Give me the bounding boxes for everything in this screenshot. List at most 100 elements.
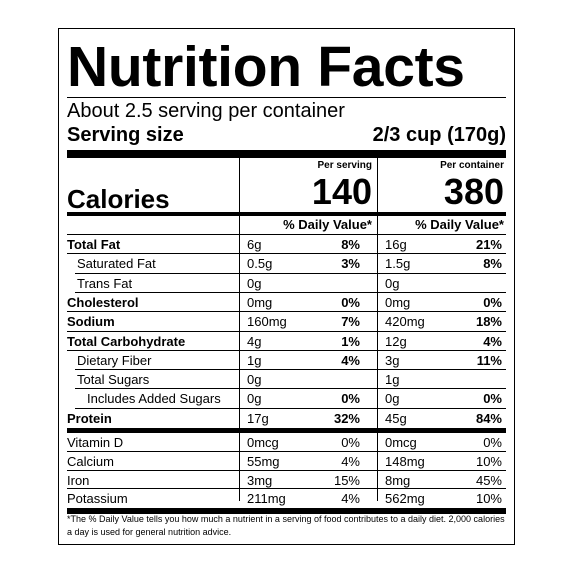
nutrient-name: Iron: [67, 472, 90, 488]
percent-per-container: 84%: [475, 410, 502, 426]
column-divider-1: [239, 158, 240, 501]
per-container-header: Per container: [440, 160, 504, 171]
amount-per-container: 0mcg: [385, 435, 417, 450]
amount-per-serving: 1g: [247, 352, 262, 368]
percent-per-container: 4%: [483, 333, 502, 349]
nutrient-name: Dietary Fiber: [77, 352, 152, 368]
table-row: Vitamin D 0mcg 0% 0mcg 0%: [67, 433, 506, 452]
serving-size-value: 2/3 cup (170g): [372, 124, 506, 146]
amount-per-serving: 160mg: [247, 314, 287, 330]
amount-per-container: 16g: [385, 237, 407, 252]
amount-per-container: 0mg: [385, 294, 411, 310]
calories-per-container: 380: [443, 171, 504, 212]
amount-per-serving: 0g: [247, 372, 262, 388]
table-row: Saturated Fat 0.5g 3% 1.5g 8%: [67, 254, 506, 273]
amount-per-serving: 211mg: [247, 491, 286, 507]
calories-rule: [67, 212, 506, 216]
nutrient-name: Includes Added Sugars: [87, 391, 221, 407]
row-separator: [67, 349, 506, 351]
table-row: Protein 17g 32% 45g 84%: [67, 409, 506, 428]
amount-per-serving: 55mg: [247, 453, 280, 469]
percent-per-serving: 0%: [341, 435, 360, 450]
footnote: *The % Daily Value tells you how much a …: [67, 514, 505, 537]
amount-per-serving: 4g: [247, 333, 262, 349]
amount-per-container: 12g: [385, 333, 407, 349]
nutrient-name: Protein: [67, 410, 112, 426]
row-separator: [67, 330, 506, 332]
percent-per-serving: 15%: [333, 472, 360, 488]
row-separator: [67, 488, 506, 490]
percent-per-container: 0%: [483, 435, 502, 450]
daily-value-header-serving: % Daily Value*: [283, 217, 372, 232]
percent-per-container: 10%: [475, 491, 502, 507]
nutrient-name: Trans Fat: [77, 275, 133, 291]
percent-per-serving: 3%: [341, 256, 360, 272]
amount-per-container: 0g: [385, 391, 400, 407]
column-divider-2: [377, 158, 378, 501]
calories-per-serving: 140: [311, 171, 372, 212]
amount-per-container: 420mg: [385, 314, 425, 330]
amount-per-container: 45g: [385, 410, 407, 426]
row-separator: [75, 369, 506, 371]
amount-per-serving: 17g: [247, 410, 269, 426]
amount-per-container: 1g: [385, 372, 400, 388]
table-row: Dietary Fiber 1g 4% 3g 11%: [67, 351, 506, 370]
table-row: Total Carbohydrate 4g 1% 12g 4%: [67, 332, 506, 351]
row-separator: [75, 407, 506, 409]
nutrient-name: Potassium: [67, 491, 128, 507]
amount-per-container: 1.5g: [385, 256, 411, 272]
amount-per-container: 3g: [385, 352, 400, 368]
amount-per-serving: 3mg: [247, 472, 273, 488]
nutrient-name: Calcium: [67, 453, 114, 469]
percent-per-serving: 0%: [341, 391, 360, 407]
row-separator: [67, 450, 506, 452]
table-row: Total Sugars 0g 1g: [67, 370, 506, 389]
amount-per-serving: 0g: [247, 391, 262, 407]
label-title: Nutrition Facts: [67, 35, 465, 99]
amount-per-serving: 6g: [247, 237, 262, 252]
percent-per-serving: 0%: [341, 294, 360, 310]
table-row: Cholesterol 0mg 0% 0mg 0%: [67, 293, 506, 312]
amount-per-serving: 0mcg: [247, 435, 279, 450]
calories-label: Calories: [67, 184, 170, 214]
percent-per-container: 21%: [475, 237, 502, 252]
percent-per-serving: 7%: [341, 314, 360, 330]
table-row: Iron 3mg 15% 8mg 45%: [67, 471, 506, 490]
percent-per-serving: 4%: [341, 453, 360, 469]
amount-per-serving: 0g: [247, 275, 262, 291]
row-separator: [67, 311, 506, 313]
percent-per-container: 10%: [475, 453, 502, 469]
percent-per-serving: 1%: [341, 333, 360, 349]
thick-rule-top: [67, 150, 506, 158]
percent-per-serving: 32%: [333, 410, 360, 426]
dv-rule: [67, 234, 506, 235]
amount-per-container: 8mg: [385, 472, 411, 488]
nutrient-name: Total Sugars: [77, 372, 150, 388]
row-separator: [75, 272, 506, 274]
table-row: Potassium 211mg 4% 562mg 10%: [67, 489, 506, 508]
serving-size-label: Serving size: [67, 124, 184, 146]
table-row: Sodium 160mg 7% 420mg 18%: [67, 312, 506, 331]
amount-per-container: 148mg: [385, 453, 425, 469]
percent-per-serving: 4%: [341, 352, 360, 368]
nutrient-name: Cholesterol: [67, 294, 139, 310]
percent-per-container: 8%: [483, 256, 502, 272]
nutrient-name: Sodium: [67, 314, 115, 330]
daily-value-header-container: % Daily Value*: [415, 217, 504, 232]
table-row: Trans Fat 0g 0g: [67, 274, 506, 293]
thick-rule-bottom: [67, 508, 506, 514]
amount-per-container: 562mg: [385, 491, 425, 507]
row-separator: [67, 469, 506, 471]
percent-per-container: 45%: [475, 472, 502, 488]
percent-per-container: 0%: [483, 391, 502, 407]
label-inner: Nutrition Facts About 2.5 serving per co…: [67, 29, 506, 544]
nutrient-name: Total Fat: [67, 237, 121, 252]
amount-per-serving: 0mg: [247, 294, 273, 310]
servings-per-container: About 2.5 serving per container: [67, 100, 345, 122]
amount-per-container: 0g: [385, 275, 400, 291]
table-row: Includes Added Sugars 0g 0% 0g 0%: [67, 389, 506, 408]
table-row: Total Fat 6g 8% 16g 21%: [67, 235, 506, 254]
nutrition-label: Nutrition Facts About 2.5 serving per co…: [58, 28, 515, 545]
row-separator: [67, 253, 506, 255]
percent-per-container: 0%: [483, 294, 502, 310]
